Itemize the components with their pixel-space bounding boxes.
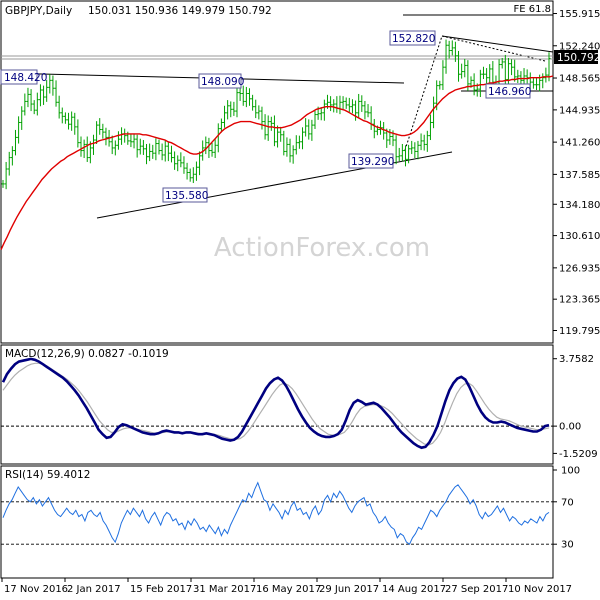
price-panel: GBPJPY,Daily 150.031 150.936 149.979 150… [0, 0, 600, 344]
price-tick-label: 126.935 [559, 263, 600, 274]
price-tick-label: 148.565 [559, 74, 600, 85]
label-146960: 146.960 [488, 86, 531, 98]
price-tick-label: 119.795 [559, 326, 600, 337]
macd-signal-line [2, 362, 550, 446]
price-tick-label: 141.260 [559, 138, 600, 149]
price-tick-label: 144.935 [559, 105, 600, 116]
current-price-box [554, 50, 598, 64]
macd-panel: MACD(12,26,9) 0.0827 -0.1019 3.7582 0.00 -… [0, 344, 598, 465]
trendline-triangle-top [441, 35, 554, 53]
symbol-label: GBPJPY,Daily [5, 5, 72, 17]
price-y-axis: 155.915 152.240 148.565 144.935 141.260 137.5… [553, 9, 600, 337]
label-box-148090 [198, 73, 242, 89]
moving-average-line [0, 75, 554, 250]
label-box-135580 [162, 187, 208, 203]
current-price-label: 150.792 [557, 52, 600, 64]
macd-title: MACD(12,26,9) 0.0827 -0.1019 [5, 348, 169, 360]
price-bars [1, 39, 551, 190]
price-annotations: 148.420 148.090 152.820 146.960 139.290 … [0, 30, 531, 203]
label-box-152820 [389, 30, 436, 46]
label-148090: 148.090 [201, 76, 244, 88]
fib-label: FE 61.8 [513, 4, 551, 15]
price-tick-label: 137.585 [559, 170, 600, 181]
x-tick-label: 16 May 2017 [256, 584, 321, 595]
rsi-tick-label: 30 [561, 540, 574, 551]
rsi-title: RSI(14) 59.4012 [5, 469, 90, 481]
label-152820: 152.820 [392, 33, 435, 45]
price-tick-label: 123.365 [559, 295, 600, 306]
x-tick-label: 29 Jun 2017 [319, 584, 379, 595]
price-tick-label: 134.180 [559, 200, 600, 211]
macd-tick-label: 0.00 [559, 422, 581, 433]
rsi-panel: RSI(14) 59.4012 100 70 30 [0, 465, 580, 579]
label-box-139290 [348, 153, 394, 169]
x-tick-label: 27 Sep 2017 [445, 584, 508, 595]
macd-tick-label: -1.5209 [559, 449, 598, 460]
price-tick-label: 130.610 [559, 231, 600, 242]
watermark: ActionForex.com [214, 233, 430, 263]
label-box-146960 [485, 83, 531, 99]
macd-panel-frame [0, 344, 554, 465]
price-tick-label: 155.915 [559, 9, 600, 20]
x-tick-label: 14 Aug 2017 [382, 584, 446, 595]
x-tick-label: 2 Jan 2017 [67, 584, 121, 595]
macd-y-axis: 3.7582 0.00 -1.5209 [553, 354, 598, 460]
label-135580: 135.580 [165, 190, 208, 202]
x-tick-label: 31 Mar 2017 [193, 584, 256, 595]
x-tick-label: 17 Nov 2016 [4, 584, 68, 595]
trendlines [0, 14, 554, 219]
ohlc-label: 150.031 150.936 149.979 150.792 [88, 5, 272, 17]
rsi-tick-label: 70 [561, 497, 574, 508]
label-148420: 148.420 [4, 72, 47, 84]
x-tick-label: 10 Nov 2017 [508, 584, 572, 595]
label-box-148420 [0, 69, 38, 85]
macd-line [1, 357, 550, 450]
x-tick-label: 15 Feb 2017 [130, 584, 192, 595]
price-panel-frame [0, 0, 554, 344]
rsi-line [2, 481, 550, 545]
rsi-panel-frame [0, 465, 554, 579]
rsi-tick-label: 100 [561, 466, 580, 477]
rsi-y-axis: 100 70 30 [553, 466, 580, 551]
label-139290: 139.290 [351, 156, 394, 168]
price-tick-label: 152.240 [559, 41, 600, 52]
macd-tick-label: 3.7582 [559, 354, 594, 365]
fib-dotted-projection-2 [441, 35, 546, 62]
